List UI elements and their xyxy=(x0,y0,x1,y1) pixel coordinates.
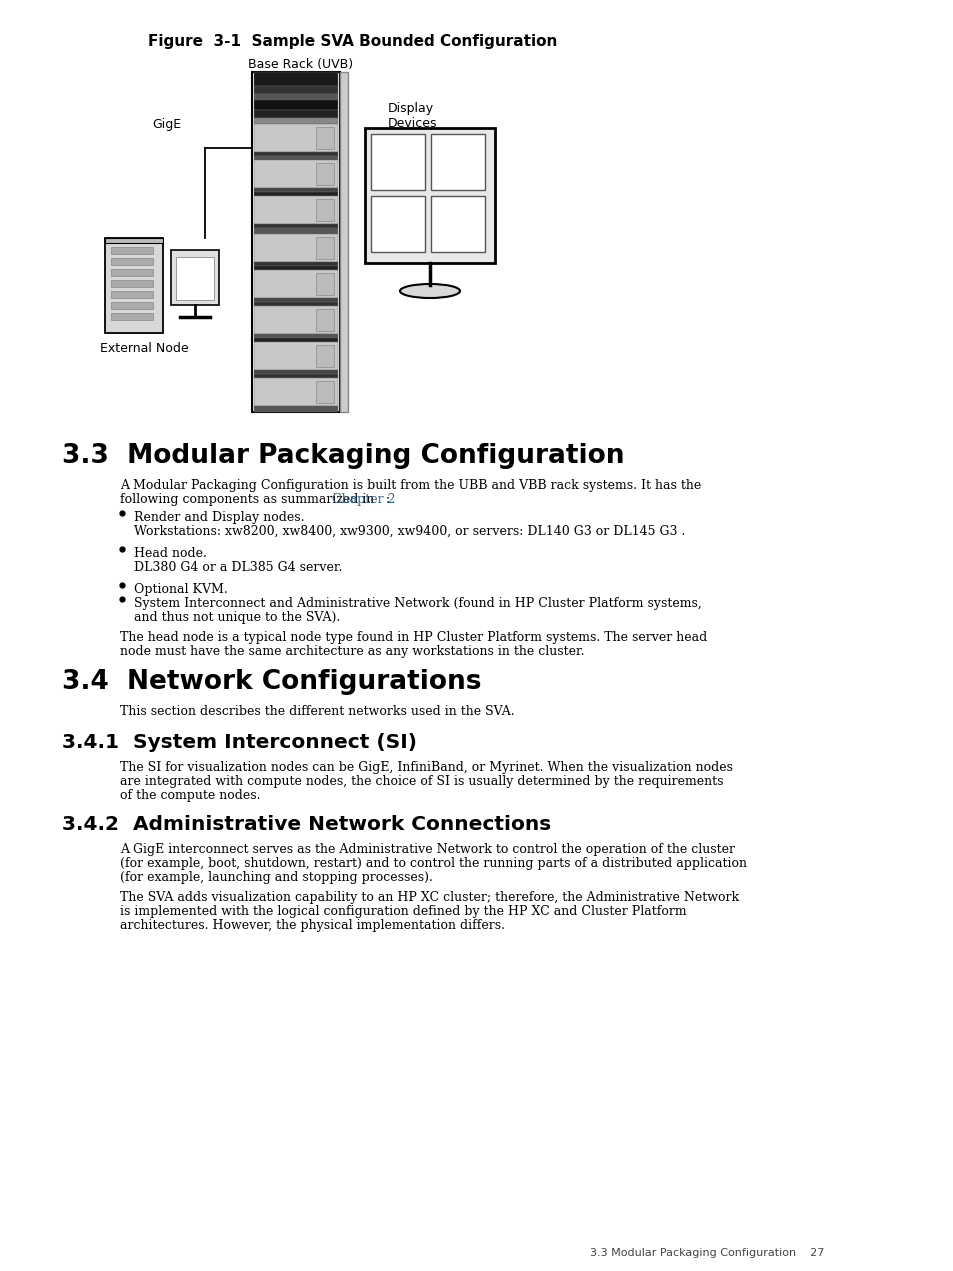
Bar xyxy=(253,338,337,342)
Bar xyxy=(253,72,337,86)
Bar xyxy=(253,342,337,370)
Bar xyxy=(315,309,334,330)
Text: Chapter 2: Chapter 2 xyxy=(332,493,395,506)
Text: Optional KVM.: Optional KVM. xyxy=(133,583,228,596)
Text: 3.4.2  Administrative Network Connections: 3.4.2 Administrative Network Connections xyxy=(62,815,551,834)
Bar xyxy=(315,381,334,403)
Text: Figure  3-1  Sample SVA Bounded Configuration: Figure 3-1 Sample SVA Bounded Configurat… xyxy=(148,34,557,50)
Bar xyxy=(371,133,424,189)
Text: Render and Display nodes.: Render and Display nodes. xyxy=(133,511,304,524)
Bar xyxy=(105,238,163,243)
Text: This section describes the different networks used in the SVA.: This section describes the different net… xyxy=(120,705,514,718)
Text: (for example, boot, shutdown, restart) and to control the running parts of a dis: (for example, boot, shutdown, restart) a… xyxy=(120,857,746,871)
Bar xyxy=(431,133,484,189)
Bar xyxy=(253,111,337,118)
Bar xyxy=(253,125,337,153)
Text: 3.4.1  System Interconnect (SI): 3.4.1 System Interconnect (SI) xyxy=(62,733,416,752)
Bar xyxy=(253,153,337,156)
Bar xyxy=(431,196,484,252)
Text: :: : xyxy=(386,493,390,506)
Bar xyxy=(253,370,337,374)
Bar xyxy=(111,291,152,297)
Text: GigE: GigE xyxy=(152,118,181,131)
Text: 3.4  Network Configurations: 3.4 Network Configurations xyxy=(62,669,481,695)
Text: The SI for visualization nodes can be GigE, InfiniBand, or Myrinet. When the vis: The SI for visualization nodes can be Gi… xyxy=(120,761,732,774)
Bar xyxy=(253,156,337,160)
Bar xyxy=(253,297,337,302)
Bar xyxy=(253,160,337,188)
Bar xyxy=(253,196,337,224)
Text: following components as summarized in: following components as summarized in xyxy=(120,493,378,506)
Bar xyxy=(315,127,334,149)
Text: are integrated with compute nodes, the choice of SI is usually determined by the: are integrated with compute nodes, the c… xyxy=(120,775,722,788)
Bar xyxy=(253,94,337,100)
Bar xyxy=(253,377,337,405)
Text: The head node is a typical node type found in HP Cluster Platform systems. The s: The head node is a typical node type fou… xyxy=(120,630,706,644)
Text: System Interconnect and Administrative Network (found in HP Cluster Platform sys: System Interconnect and Administrative N… xyxy=(133,597,701,610)
Bar xyxy=(253,405,337,412)
Text: External Node: External Node xyxy=(100,342,189,355)
Text: and thus not unique to the SVA).: and thus not unique to the SVA). xyxy=(133,611,340,624)
Bar xyxy=(253,234,337,262)
Text: A Modular Packaging Configuration is built from the UBB and VBB rack systems. It: A Modular Packaging Configuration is bui… xyxy=(120,479,700,492)
Text: A GigE interconnect serves as the Administrative Network to control the operatio: A GigE interconnect serves as the Admini… xyxy=(120,843,734,855)
Bar xyxy=(105,238,163,333)
Bar xyxy=(111,247,152,254)
Text: DL380 G4 or a DL385 G4 server.: DL380 G4 or a DL385 G4 server. xyxy=(133,561,342,574)
Bar xyxy=(253,228,337,234)
Text: The SVA adds visualization capability to an HP XC cluster; therefore, the Admini: The SVA adds visualization capability to… xyxy=(120,891,739,904)
Ellipse shape xyxy=(399,283,459,297)
Bar xyxy=(253,192,337,196)
Bar xyxy=(111,269,152,276)
Bar xyxy=(111,280,152,287)
Bar xyxy=(365,128,495,263)
Text: Head node.: Head node. xyxy=(133,547,207,561)
Text: 3.3  Modular Packaging Configuration: 3.3 Modular Packaging Configuration xyxy=(62,444,624,469)
Bar xyxy=(175,257,213,300)
Bar xyxy=(253,262,337,266)
Bar xyxy=(253,118,337,125)
Bar xyxy=(315,200,334,221)
Bar xyxy=(253,306,337,334)
Text: architectures. However, the physical implementation differs.: architectures. However, the physical imp… xyxy=(120,919,504,932)
Text: Workstations: xw8200, xw8400, xw9300, xw9400, or servers: DL140 G3 or DL145 G3 .: Workstations: xw8200, xw8400, xw9300, xw… xyxy=(133,525,684,538)
Bar xyxy=(171,250,219,305)
Bar xyxy=(253,266,337,269)
Bar xyxy=(253,86,337,94)
Bar xyxy=(253,302,337,306)
Text: Display
Devices: Display Devices xyxy=(388,102,437,130)
Text: Base Rack (UVB): Base Rack (UVB) xyxy=(248,58,353,71)
Text: is implemented with the logical configuration defined by the HP XC and Cluster P: is implemented with the logical configur… xyxy=(120,905,686,918)
Bar xyxy=(371,196,424,252)
Text: 3.3 Modular Packaging Configuration    27: 3.3 Modular Packaging Configuration 27 xyxy=(589,1248,823,1258)
Bar xyxy=(315,236,334,259)
Bar xyxy=(315,344,334,367)
Bar xyxy=(111,302,152,309)
Bar xyxy=(111,313,152,320)
Text: node must have the same architecture as any workstations in the cluster.: node must have the same architecture as … xyxy=(120,644,584,658)
Bar xyxy=(339,72,348,412)
Text: of the compute nodes.: of the compute nodes. xyxy=(120,789,260,802)
Bar xyxy=(253,188,337,192)
Bar xyxy=(253,269,337,297)
Bar xyxy=(253,374,337,377)
Bar xyxy=(253,334,337,338)
Bar xyxy=(315,273,334,295)
Bar xyxy=(253,224,337,228)
Bar xyxy=(111,258,152,264)
Bar xyxy=(252,72,339,412)
Text: (for example, launching and stopping processes).: (for example, launching and stopping pro… xyxy=(120,871,433,885)
Bar xyxy=(315,163,334,186)
Bar xyxy=(253,100,337,111)
